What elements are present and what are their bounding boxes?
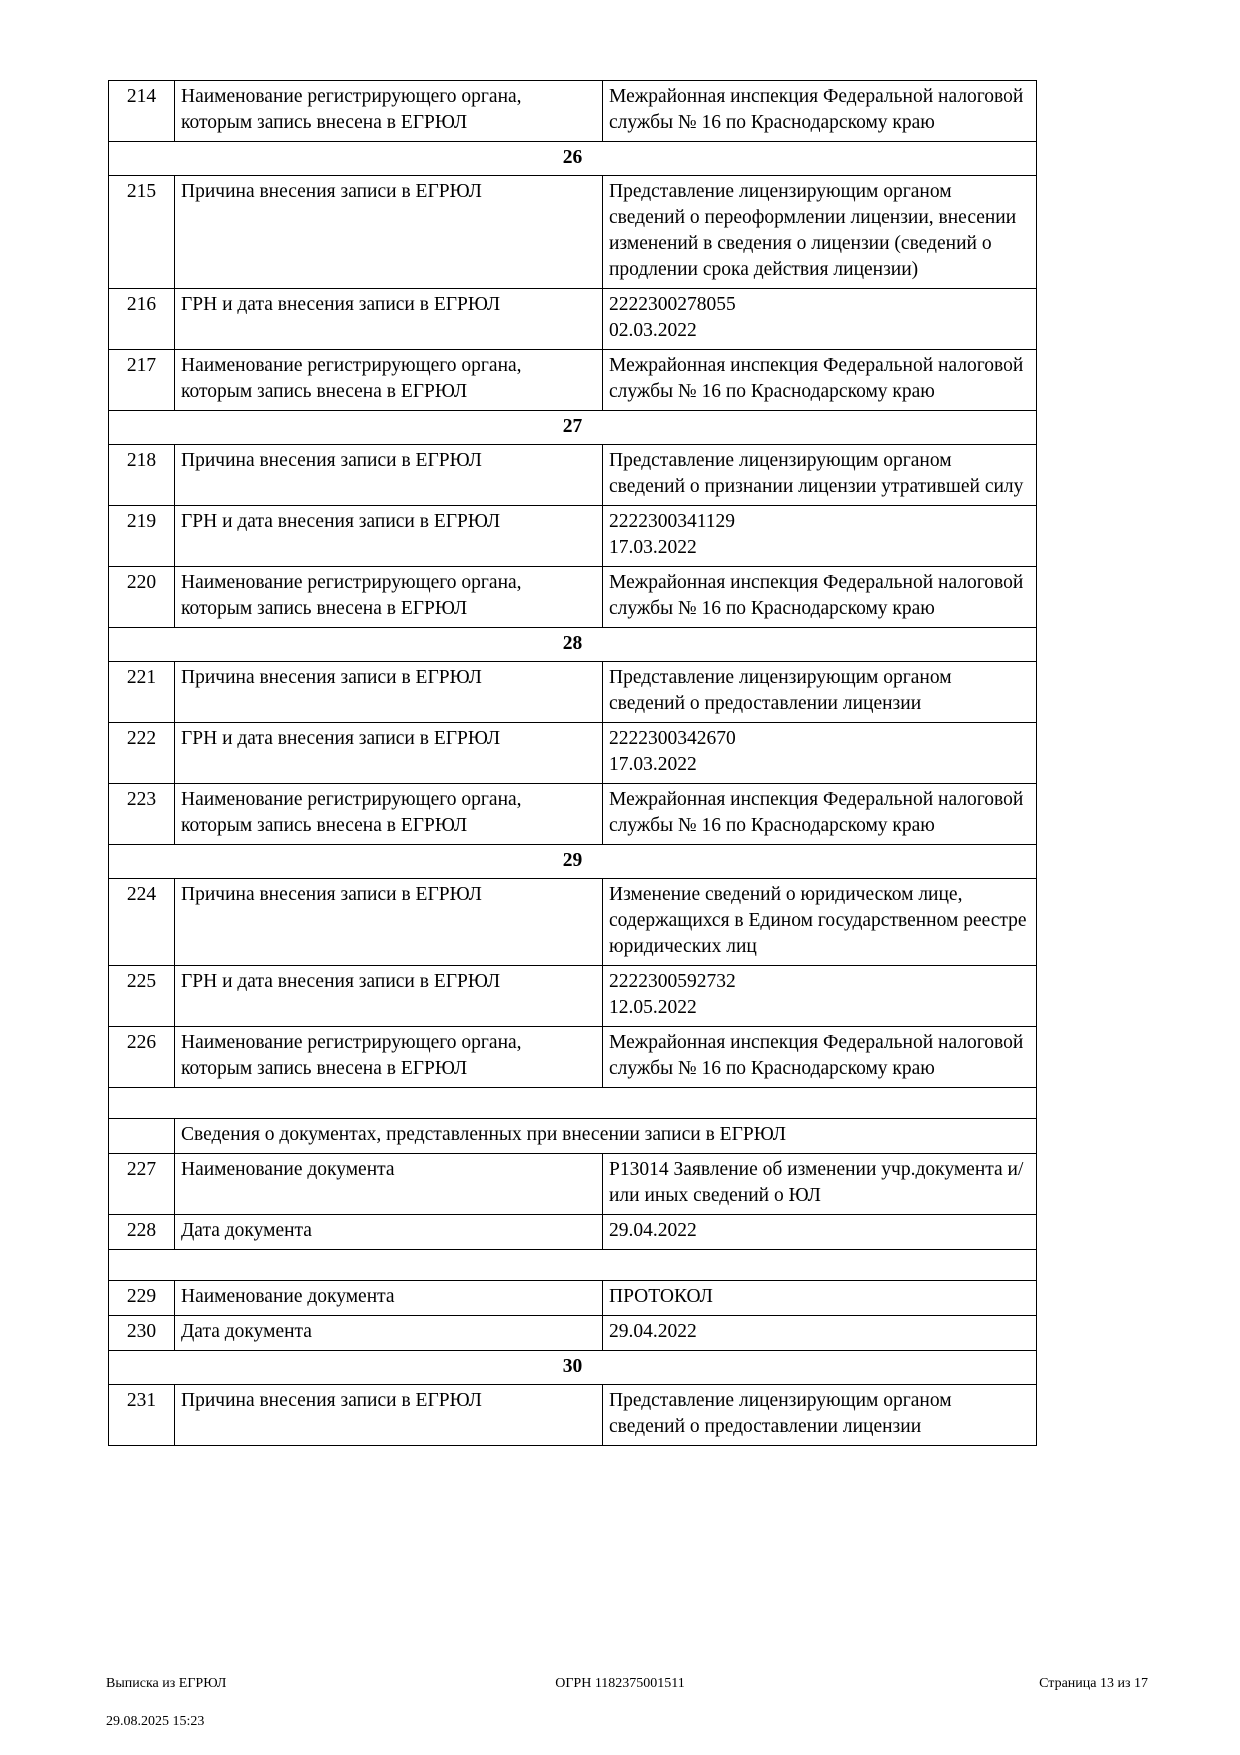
row-value: Межрайонная инспекция Федеральной налого…: [602, 80, 1037, 142]
row-value: Представление лицензирующим органом свед…: [602, 1384, 1037, 1446]
row-value: ПРОТОКОЛ: [602, 1280, 1037, 1316]
table-row: 218 Причина внесения записи в ЕГРЮЛ Предст…: [108, 444, 1037, 506]
row-label: Дата документа: [174, 1214, 603, 1250]
footer-document-title: Выписка из ЕГРЮЛ: [106, 1676, 227, 1691]
spacer-row: [108, 1249, 1037, 1281]
row-number: 219: [108, 505, 175, 567]
table-row: 224 Причина внесения записи в ЕГРЮЛ Измене…: [108, 878, 1037, 966]
row-number: 225: [108, 965, 175, 1027]
row-label: ГРН и дата внесения записи в ЕГРЮЛ: [174, 505, 603, 567]
row-value: Межрайонная инспекция Федеральной налого…: [602, 566, 1037, 628]
section-number: 26: [108, 141, 1037, 176]
row-label: ГРН и дата внесения записи в ЕГРЮЛ: [174, 722, 603, 784]
table-row: 215 Причина внесения записи в ЕГРЮЛ Предст…: [108, 175, 1037, 289]
row-label: Причина внесения записи в ЕГРЮЛ: [174, 661, 603, 723]
row-value: 2222300341129 17.03.2022: [602, 505, 1037, 567]
row-value: 2222300592732 12.05.2022: [602, 965, 1037, 1027]
row-number: 222: [108, 722, 175, 784]
sub-heading-text: Сведения о документах, представленных пр…: [174, 1118, 1037, 1154]
spacer-cell: [108, 1087, 1037, 1119]
table-row: 219 ГРН и дата внесения записи в ЕГРЮЛ 222…: [108, 505, 1037, 567]
section-number-row: 29: [108, 844, 1037, 879]
row-label: Причина внесения записи в ЕГРЮЛ: [174, 878, 603, 966]
row-label: ГРН и дата внесения записи в ЕГРЮЛ: [174, 965, 603, 1027]
section-number: 29: [108, 844, 1037, 879]
row-label: Наименование документа: [174, 1153, 603, 1215]
row-number: 214: [108, 80, 175, 142]
sub-heading-row: Сведения о документах, представленных пр…: [108, 1118, 1037, 1154]
row-label: Наименование регистрирующего органа, кот…: [174, 1026, 603, 1088]
row-value: Межрайонная инспекция Федеральной налого…: [602, 349, 1037, 411]
row-value: Р13014 Заявление об изменении учр.докуме…: [602, 1153, 1037, 1215]
table-row: 225 ГРН и дата внесения записи в ЕГРЮЛ 222…: [108, 965, 1037, 1027]
row-label: Наименование регистрирующего органа, кот…: [174, 783, 603, 845]
section-number: 27: [108, 410, 1037, 445]
row-label: Наименование регистрирующего органа, кот…: [174, 566, 603, 628]
row-number: 220: [108, 566, 175, 628]
row-label: Причина внесения записи в ЕГРЮЛ: [174, 1384, 603, 1446]
footer-timestamp: 29.08.2025 15:23: [106, 1714, 205, 1729]
row-number: [108, 1118, 175, 1154]
section-number: 30: [108, 1350, 1037, 1385]
row-number: 217: [108, 349, 175, 411]
row-number: 231: [108, 1384, 175, 1446]
section-number-row: 30: [108, 1350, 1037, 1385]
row-number: 228: [108, 1214, 175, 1250]
row-label: Наименование регистрирующего органа, кот…: [174, 80, 603, 142]
table-body: 214 Наименование регистрирующего органа, …: [108, 80, 1037, 1446]
spacer-cell: [108, 1249, 1037, 1281]
row-number: 229: [108, 1280, 175, 1316]
row-number: 223: [108, 783, 175, 845]
footer-left-block: Выписка из ЕГРЮЛ 29.08.2025 15:23: [106, 1655, 226, 1750]
egrul-records-table: 214 Наименование регистрирующего органа, …: [108, 80, 1037, 1446]
row-number: 224: [108, 878, 175, 966]
row-value: Представление лицензирующим органом свед…: [602, 175, 1037, 289]
section-number-row: 27: [108, 410, 1037, 445]
row-label: Наименование регистрирующего органа, кот…: [174, 349, 603, 411]
footer-page-number: Страница 13 из 17: [1039, 1676, 1148, 1691]
table-row: 220 Наименование регистрирующего органа, …: [108, 566, 1037, 628]
table-row: 230 Дата документа 29.04.2022: [108, 1315, 1037, 1351]
table-row: 216 ГРН и дата внесения записи в ЕГРЮЛ 222…: [108, 288, 1037, 350]
section-number: 28: [108, 627, 1037, 662]
table-row: 217 Наименование регистрирующего органа, …: [108, 349, 1037, 411]
section-number-row: 28: [108, 627, 1037, 662]
row-number: 227: [108, 1153, 175, 1215]
table-row: 229 Наименование документа ПРОТОКОЛ: [108, 1280, 1037, 1316]
spacer-row: [108, 1087, 1037, 1119]
table-row: 214 Наименование регистрирующего органа, …: [108, 80, 1037, 142]
row-value: Межрайонная инспекция Федеральной налого…: [602, 783, 1037, 845]
row-label: Дата документа: [174, 1315, 603, 1351]
row-value: Представление лицензирующим органом свед…: [602, 661, 1037, 723]
row-value: Межрайонная инспекция Федеральной налого…: [602, 1026, 1037, 1088]
row-number: 216: [108, 288, 175, 350]
row-value: 29.04.2022: [602, 1315, 1037, 1351]
row-number: 215: [108, 175, 175, 289]
page-footer: Выписка из ЕГРЮЛ 29.08.2025 15:23 ОГРН 1…: [0, 1655, 1240, 1729]
table-row: 226 Наименование регистрирующего органа, …: [108, 1026, 1037, 1088]
table-row: 228 Дата документа 29.04.2022: [108, 1214, 1037, 1250]
row-value: Изменение сведений о юридическом лице, с…: [602, 878, 1037, 966]
table-row: 231 Причина внесения записи в ЕГРЮЛ Предст…: [108, 1384, 1037, 1446]
row-value: 2222300278055 02.03.2022: [602, 288, 1037, 350]
table-row: 221 Причина внесения записи в ЕГРЮЛ Предст…: [108, 661, 1037, 723]
row-number: 218: [108, 444, 175, 506]
row-label: ГРН и дата внесения записи в ЕГРЮЛ: [174, 288, 603, 350]
row-label: Причина внесения записи в ЕГРЮЛ: [174, 175, 603, 289]
table-row: 223 Наименование регистрирующего органа, …: [108, 783, 1037, 845]
footer-ogrn: ОГРН 1182375001511: [555, 1676, 685, 1691]
row-number: 221: [108, 661, 175, 723]
row-value: 29.04.2022: [602, 1214, 1037, 1250]
row-number: 226: [108, 1026, 175, 1088]
table-row: 222 ГРН и дата внесения записи в ЕГРЮЛ 222…: [108, 722, 1037, 784]
row-number: 230: [108, 1315, 175, 1351]
row-value: Представление лицензирующим органом свед…: [602, 444, 1037, 506]
row-value: 2222300342670 17.03.2022: [602, 722, 1037, 784]
table-row: 227 Наименование документа Р13014 Заявлени…: [108, 1153, 1037, 1215]
row-label: Причина внесения записи в ЕГРЮЛ: [174, 444, 603, 506]
row-label: Наименование документа: [174, 1280, 603, 1316]
section-number-row: 26: [108, 141, 1037, 176]
